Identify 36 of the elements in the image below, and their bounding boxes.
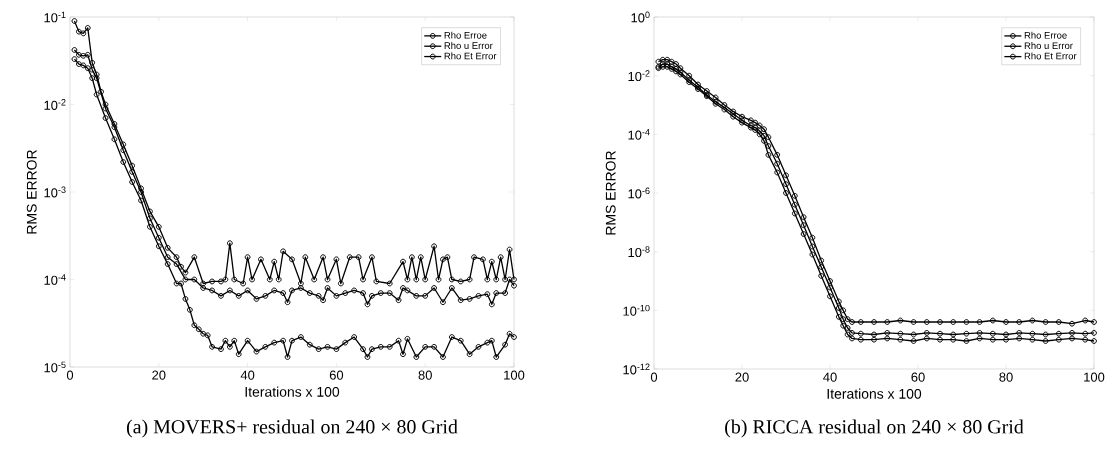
y-axis-title: RMS ERROR <box>605 151 616 235</box>
legend-label: Rho Et Error <box>444 52 497 60</box>
y-tick-label: 10$^{-2}$ <box>628 70 650 82</box>
x-tick-label: 0 <box>650 372 658 382</box>
y-tick-label: 10$^{-4}$ <box>44 274 66 285</box>
y-axis-title: RMS ERROR <box>26 150 37 234</box>
y-tick-label: 10$^{-2}$ <box>44 99 66 110</box>
y-tick-label: 10$^{-10}$ <box>623 304 650 316</box>
x-tick-label: 0 <box>66 370 74 380</box>
y-tick-label: 10$^{-4}$ <box>628 128 650 140</box>
y-tick-label: 10$^{-12}$ <box>623 363 650 375</box>
x-tick-label: 20 <box>152 370 166 380</box>
text: (a) MOVERS+ residual on 240 × 80 Grid <box>126 419 458 438</box>
x-axis-title: Iterations x 100 <box>827 388 922 399</box>
legend-label: Rho u Error <box>1024 42 1073 50</box>
x-tick-label: 100 <box>1084 372 1105 382</box>
x-tick-label: 80 <box>418 370 432 380</box>
y-tick-label: 10$^{-8}$ <box>628 246 650 258</box>
legend-label: Rho u Error <box>444 42 493 49</box>
x-tick-label: 40 <box>240 370 255 380</box>
x-tick-label: 100 <box>504 370 525 380</box>
legend-label: Rho Erroe <box>444 31 487 39</box>
x-tick-label: 20 <box>735 372 749 382</box>
x-tick-label: 80 <box>999 372 1013 382</box>
y-tick-label: 10$^{-1}$ <box>44 11 66 23</box>
legend-label: Rho Erroe <box>1024 31 1067 39</box>
y-tick-label: 10$^{-3}$ <box>44 186 66 198</box>
y-tick-label: 10$^{0}$ <box>631 11 650 23</box>
x-axis-title: Iterations x 100 <box>245 386 340 397</box>
y-tick-label: 10$^{-5}$ <box>44 361 66 373</box>
legend-label: Rho Et Error <box>1024 52 1077 60</box>
y-tick-label: 10$^{-6}$ <box>628 187 650 199</box>
x-tick-label: 40 <box>823 372 837 382</box>
x-tick-label: 60 <box>911 372 925 382</box>
x-tick-label: 60 <box>329 370 344 380</box>
text: (b) RICCA residual on 240 × 80 Grid <box>725 419 1024 438</box>
